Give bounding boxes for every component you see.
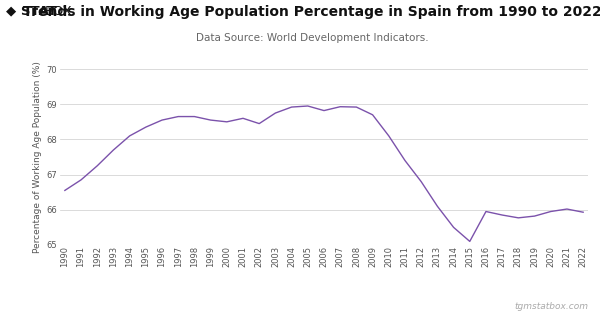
Text: Data Source: World Development Indicators.: Data Source: World Development Indicator… — [196, 33, 428, 43]
Text: tgmstatbox.com: tgmstatbox.com — [514, 302, 588, 311]
Text: Trends in Working Age Population Percentage in Spain from 1990 to 2022: Trends in Working Age Population Percent… — [23, 5, 600, 19]
Text: BOX: BOX — [45, 5, 73, 18]
Text: ◆ STAT: ◆ STAT — [6, 5, 57, 18]
Y-axis label: Percentage of Working Age Population (%): Percentage of Working Age Population (%) — [34, 61, 43, 253]
